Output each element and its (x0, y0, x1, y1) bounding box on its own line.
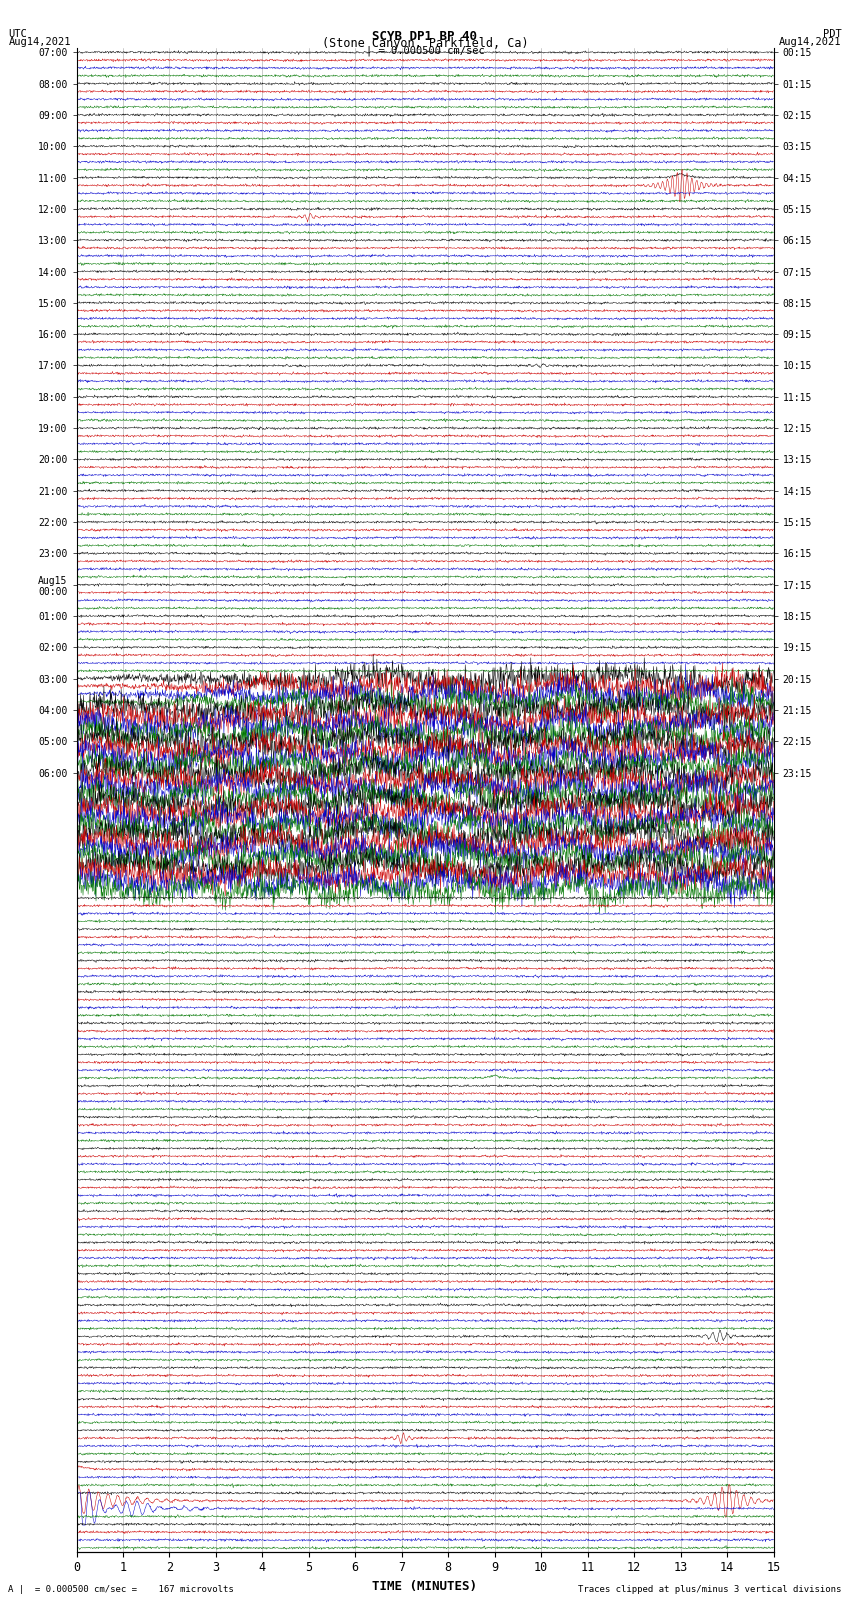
X-axis label: TIME (MINUTES): TIME (MINUTES) (372, 1581, 478, 1594)
Text: Traces clipped at plus/minus 3 vertical divisions: Traces clipped at plus/minus 3 vertical … (578, 1584, 842, 1594)
Text: (Stone Canyon, Parkfield, Ca): (Stone Canyon, Parkfield, Ca) (321, 37, 529, 50)
Text: Aug14,2021: Aug14,2021 (779, 37, 842, 47)
Text: Aug14,2021: Aug14,2021 (8, 37, 71, 47)
Text: A |  = 0.000500 cm/sec =    167 microvolts: A | = 0.000500 cm/sec = 167 microvolts (8, 1584, 235, 1594)
Text: SCYB DP1 BP 40: SCYB DP1 BP 40 (372, 31, 478, 44)
Text: PDT: PDT (823, 29, 842, 39)
Text: UTC: UTC (8, 29, 27, 39)
Text: | = 0.000500 cm/sec: | = 0.000500 cm/sec (366, 45, 484, 56)
